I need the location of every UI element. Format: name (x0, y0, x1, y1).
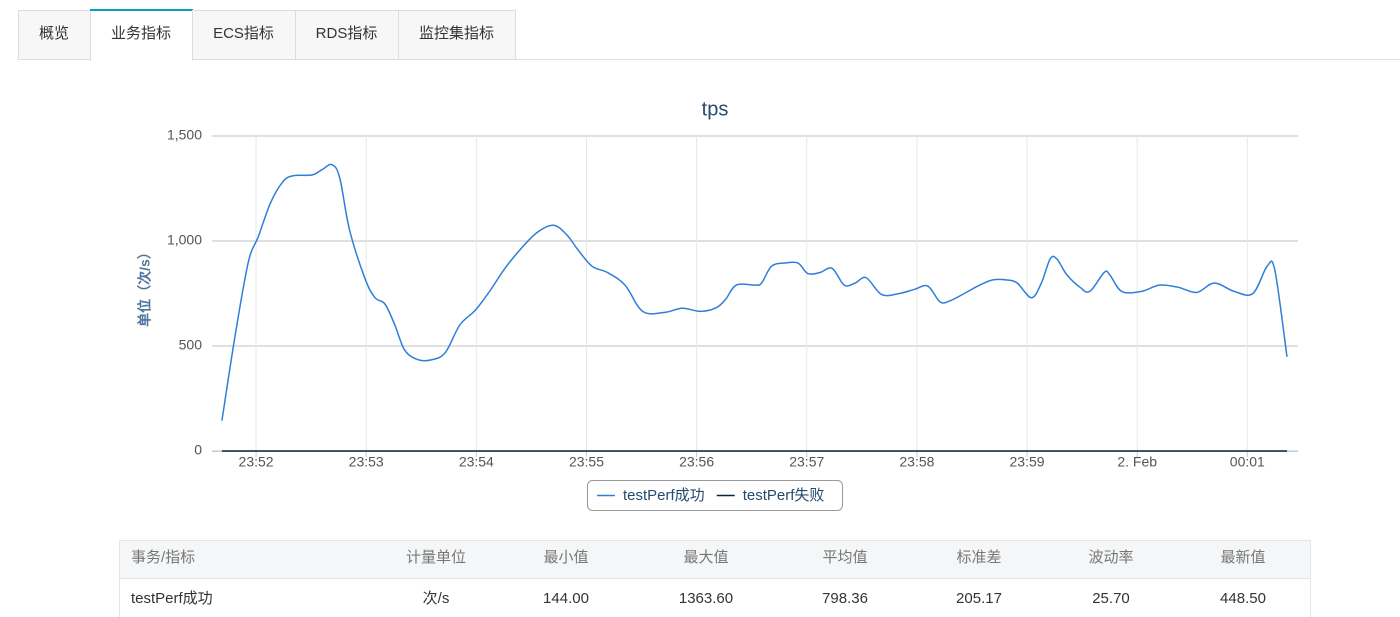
table-cell: 次/s (423, 590, 450, 607)
x-tick-label: 23:52 (239, 454, 274, 470)
table-header-cell: 波动率 (1088, 549, 1133, 566)
y-tick-label: 0 (194, 442, 202, 458)
x-tick-label: 23:56 (679, 454, 714, 470)
table-cell: 25.70 (1092, 590, 1130, 607)
x-tick-label: 23:58 (899, 454, 934, 470)
table-header-cell: 最大值 (683, 549, 728, 566)
tab-label[interactable]: 概览 (39, 25, 69, 42)
series-line (221, 163, 1288, 421)
tab-label[interactable]: ECS指标 (213, 25, 274, 42)
table-cell: 205.17 (956, 590, 1002, 607)
y-tick-label: 1,500 (167, 127, 202, 143)
tab[interactable] (90, 10, 193, 61)
x-tick-label: 2. Feb (1117, 454, 1157, 470)
table-row-bg (119, 578, 1311, 617)
table-cell: 1363.60 (679, 590, 733, 607)
table-header-cell: 计量单位 (406, 549, 466, 566)
tab-active-cover (91, 58, 192, 61)
x-tick-label: 23:59 (1010, 454, 1045, 470)
legend-label[interactable]: testPerf失败 (743, 487, 825, 504)
table-cell: 448.50 (1220, 590, 1266, 607)
chart-title: tps (702, 98, 729, 120)
legend-label[interactable]: testPerf成功 (623, 487, 705, 504)
table-cell: 798.36 (822, 590, 868, 607)
tab-active-indicator (90, 9, 193, 11)
y-tick-label: 1,000 (167, 232, 202, 248)
x-tick-label: 00:01 (1230, 454, 1265, 470)
x-tick-label: 23:53 (349, 454, 384, 470)
x-tick-label: 23:54 (459, 454, 494, 470)
legend-box (587, 480, 843, 511)
table-cell: testPerf成功 (131, 590, 213, 607)
table-header-cell: 事务/指标 (131, 549, 195, 566)
table-header-cell: 最新值 (1220, 549, 1265, 566)
tab[interactable] (398, 10, 516, 60)
y-axis-label: 单位（次/s） (137, 245, 153, 327)
table-header-cell: 标准差 (956, 549, 1001, 566)
tab-label[interactable]: 业务指标 (111, 25, 171, 42)
tab-label[interactable]: RDS指标 (316, 25, 378, 42)
x-tick-label: 23:57 (789, 454, 824, 470)
x-tick-label: 23:55 (569, 454, 604, 470)
tab[interactable] (192, 10, 296, 60)
table-header-cell: 平均值 (822, 549, 867, 566)
table-header-cell: 最小值 (543, 549, 588, 566)
table-cell: 144.00 (543, 590, 589, 607)
y-tick-label: 500 (179, 337, 203, 353)
tab-label[interactable]: 监控集指标 (419, 25, 494, 42)
table-header-bg (119, 540, 1311, 579)
